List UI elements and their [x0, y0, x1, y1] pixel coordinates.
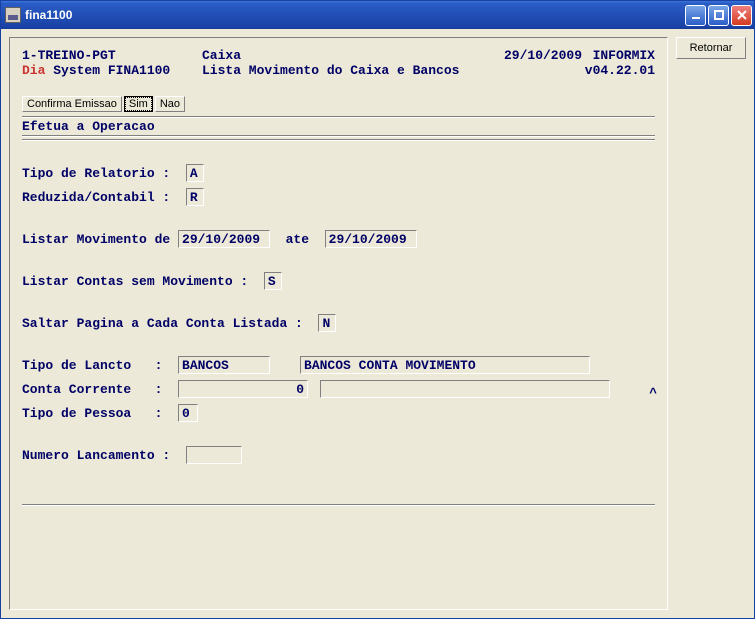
program-desc: Lista Movimento do Caixa e Bancos: [202, 63, 482, 78]
header-line-2: Dia System FINA1100 Lista Movimento do C…: [22, 63, 655, 78]
close-button[interactable]: [731, 5, 752, 26]
main-panel: 1-TREINO-PGT Caixa 29/10/2009 INFORMIX D…: [9, 37, 668, 610]
side-area: Retornar: [676, 37, 746, 610]
numero-field[interactable]: [186, 446, 242, 464]
retornar-button[interactable]: Retornar: [676, 37, 746, 59]
titlebar: fina1100: [1, 1, 754, 29]
conta-label: Conta Corrente :: [22, 382, 178, 397]
status-text: Efetua a Operacao: [22, 119, 155, 134]
app-window: fina1100 1-TREINO-PGT Caixa 29/10/2009 I…: [0, 0, 755, 619]
bottom-divider: [22, 505, 655, 513]
form-area: ^ Tipo de Relatorio : A Reduzida/Contabi…: [22, 141, 655, 513]
db-name: INFORMIX: [582, 48, 655, 63]
saltar-label: Saltar Pagina a Cada Conta Listada :: [22, 316, 318, 331]
reduzida-label: Reduzida/Contabil :: [22, 190, 186, 205]
button-bar: Confirma Emissao Sim Nao: [22, 96, 655, 112]
tipo-lancto-field[interactable]: BANCOS: [178, 356, 270, 374]
tipo-pessoa-field[interactable]: 0: [178, 404, 198, 422]
app-icon: [5, 7, 21, 23]
tipo-pessoa-label: Tipo de Pessoa :: [22, 406, 178, 421]
header-line-1: 1-TREINO-PGT Caixa 29/10/2009 INFORMIX: [22, 48, 655, 63]
listar-contas-label: Listar Contas sem Movimento :: [22, 274, 264, 289]
minimize-button[interactable]: [685, 5, 706, 26]
version-label: v04.22.01: [582, 63, 655, 78]
saltar-field[interactable]: N: [318, 314, 336, 332]
tipo-relatorio-field[interactable]: A: [186, 164, 204, 182]
header-date: 29/10/2009: [482, 48, 582, 63]
tipo-relatorio-label: Tipo de Relatorio :: [22, 166, 186, 181]
caret-icon: ^: [649, 386, 657, 401]
window-buttons: [685, 5, 752, 26]
org-code: 1-TREINO-PGT: [22, 48, 202, 63]
date-from-field[interactable]: 29/10/2009: [178, 230, 270, 248]
reduzida-field[interactable]: R: [186, 188, 204, 206]
sim-button[interactable]: Sim: [124, 96, 153, 112]
conta-desc-field: [320, 380, 610, 398]
numero-label: Numero Lancamento :: [22, 448, 186, 463]
system-label: System FINA1100: [53, 63, 170, 78]
maximize-button[interactable]: [708, 5, 729, 26]
tipo-lancto-label: Tipo de Lancto :: [22, 358, 178, 373]
module-name: Caixa: [202, 48, 482, 63]
client-area: 1-TREINO-PGT Caixa 29/10/2009 INFORMIX D…: [1, 29, 754, 618]
dia-label: Dia: [22, 63, 45, 78]
status-line: Efetua a Operacao: [22, 116, 655, 137]
listar-contas-field[interactable]: S: [264, 272, 282, 290]
conta-field[interactable]: 0: [178, 380, 308, 398]
ate-label: ate: [270, 232, 325, 247]
tipo-lancto-desc-field: BANCOS CONTA MOVIMENTO: [300, 356, 590, 374]
date-to-field[interactable]: 29/10/2009: [325, 230, 417, 248]
listar-mov-label: Listar Movimento de: [22, 232, 178, 247]
nao-button[interactable]: Nao: [155, 96, 185, 112]
window-title: fina1100: [25, 8, 685, 22]
confirma-emissao-button[interactable]: Confirma Emissao: [22, 96, 122, 112]
